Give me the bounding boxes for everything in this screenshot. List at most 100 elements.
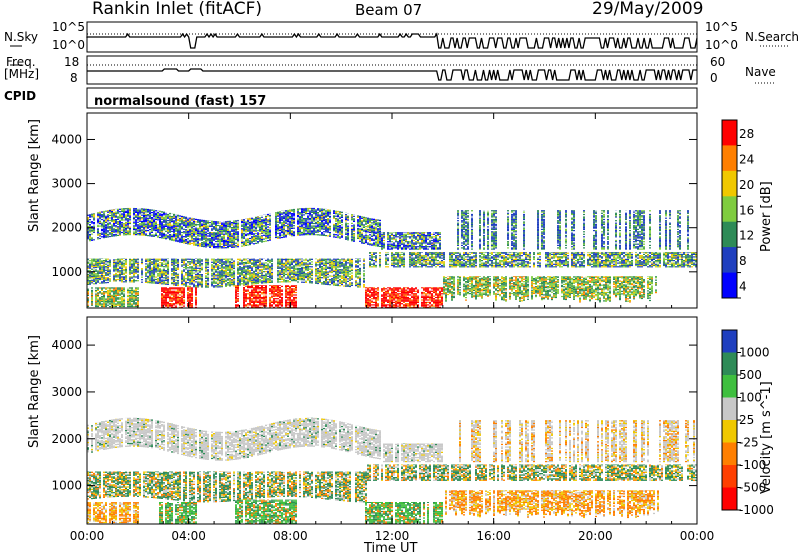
power-cell xyxy=(113,287,115,288)
power-cell xyxy=(161,224,163,225)
power-cell xyxy=(171,216,173,217)
power-cell xyxy=(245,269,247,270)
power-cell xyxy=(193,270,195,271)
power-cell xyxy=(299,270,301,271)
power-cell xyxy=(205,283,207,284)
power-cell xyxy=(167,230,169,231)
power-cell xyxy=(125,270,127,271)
power-cell xyxy=(187,220,189,221)
power-cell xyxy=(293,291,295,292)
power-cell xyxy=(95,287,97,288)
power-cell xyxy=(133,260,135,261)
power-cell xyxy=(241,226,243,227)
power-cell xyxy=(251,236,253,237)
power-cell xyxy=(235,286,237,287)
power-cell xyxy=(249,303,251,304)
power-cell xyxy=(197,263,199,264)
power-cell xyxy=(127,225,129,226)
power-cell xyxy=(245,226,247,227)
power-cell xyxy=(283,259,285,260)
power-cell xyxy=(181,216,183,217)
power-cell xyxy=(107,267,109,268)
power-cell xyxy=(303,219,305,220)
power-cell xyxy=(115,280,117,281)
power-cell xyxy=(203,221,205,222)
power-cell xyxy=(183,287,185,288)
power-cell xyxy=(91,287,93,288)
power-cell xyxy=(319,270,321,271)
power-cell xyxy=(189,224,191,225)
power-cell xyxy=(243,266,245,267)
power-cell xyxy=(171,240,173,241)
power-cell xyxy=(173,271,175,272)
power-cell xyxy=(249,218,251,219)
power-cell xyxy=(289,228,291,229)
power-cell xyxy=(119,306,121,307)
power-cell xyxy=(181,282,183,283)
power-cell xyxy=(129,208,131,209)
power-cell xyxy=(219,280,221,281)
power-cell xyxy=(189,299,191,300)
power-cell xyxy=(109,230,111,231)
power-cell xyxy=(129,266,131,267)
power-cell xyxy=(135,296,137,297)
power-cell xyxy=(301,217,303,218)
power-cell xyxy=(297,233,299,234)
power-cell xyxy=(241,233,243,234)
power-cell xyxy=(289,290,291,291)
power-cell xyxy=(199,270,201,271)
power-cell xyxy=(203,228,205,229)
power-cell xyxy=(181,259,183,260)
power-cell xyxy=(253,282,255,283)
power-cell xyxy=(151,277,153,278)
power-cell xyxy=(213,235,215,236)
power-cell xyxy=(161,282,163,283)
power-cell xyxy=(285,274,287,275)
power-cell xyxy=(249,243,251,244)
power-cell xyxy=(193,231,195,232)
power-cell xyxy=(123,287,125,288)
power-cell xyxy=(93,280,95,281)
power-cell xyxy=(167,306,169,307)
power-cell xyxy=(219,278,221,279)
power-cell xyxy=(185,222,187,223)
power-cell xyxy=(179,288,181,289)
power-cell xyxy=(143,228,145,229)
power-cell xyxy=(191,230,193,231)
power-cell xyxy=(147,235,149,236)
power-cell xyxy=(99,262,101,263)
power-cell xyxy=(205,232,207,233)
power-cell xyxy=(285,234,287,235)
power-cell xyxy=(259,292,261,293)
power-cell xyxy=(229,282,231,283)
power-cell xyxy=(293,269,295,270)
power-cell xyxy=(107,295,109,296)
power-cell xyxy=(231,247,233,248)
power-cell xyxy=(129,230,131,231)
power-cell xyxy=(167,291,169,292)
power-cell xyxy=(107,294,109,295)
power-cell xyxy=(269,219,271,220)
power-cell xyxy=(91,221,93,222)
power-cell xyxy=(241,278,243,279)
power-cell xyxy=(243,283,245,284)
power-cell xyxy=(139,210,141,211)
power-cell xyxy=(271,261,273,262)
power-cell xyxy=(183,229,185,230)
power-cell xyxy=(231,243,233,244)
power-cell xyxy=(289,231,291,232)
power-cell xyxy=(255,278,257,279)
power-cell xyxy=(127,290,129,291)
power-cell xyxy=(271,264,273,265)
power-cell xyxy=(115,277,117,278)
power-cell xyxy=(161,259,163,260)
power-cell xyxy=(149,260,151,261)
power-cell xyxy=(267,272,269,273)
power-cell xyxy=(295,290,297,291)
power-cell xyxy=(129,260,131,261)
power-cell xyxy=(293,260,295,261)
power-cell xyxy=(93,216,95,217)
power-cell xyxy=(287,298,289,299)
power-cell xyxy=(173,233,175,234)
power-cell xyxy=(111,229,113,230)
